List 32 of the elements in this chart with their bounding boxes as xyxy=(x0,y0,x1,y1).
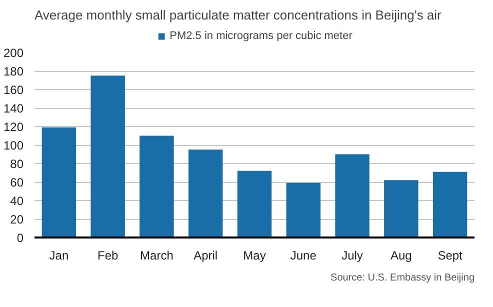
y-tick-label: 40 xyxy=(10,194,24,208)
y-tick-label: 160 xyxy=(3,83,24,97)
x-tick-label: June xyxy=(290,248,317,262)
y-tick-label: 100 xyxy=(3,138,24,152)
x-tick-label: Sept xyxy=(438,248,464,262)
bar xyxy=(42,127,76,238)
chart-title: Average monthly small particulate matter concentrations in Beijing's air xyxy=(34,8,442,22)
y-tick-label: 180 xyxy=(3,64,24,78)
x-tick-label: April xyxy=(194,248,218,262)
bar xyxy=(335,154,370,238)
y-tick-label: 0 xyxy=(16,231,24,245)
bar xyxy=(432,172,468,238)
source-note: Source: U.S. Embassy in Beijing xyxy=(330,272,475,284)
y-tick-label: 200 xyxy=(3,46,24,60)
bar xyxy=(286,182,320,238)
bar xyxy=(237,170,272,238)
x-tick-label: March xyxy=(140,248,174,262)
bar xyxy=(384,180,418,238)
y-tick-label: 140 xyxy=(3,102,24,116)
bar xyxy=(140,136,174,238)
x-tick-label: Jan xyxy=(49,248,69,262)
bar xyxy=(90,76,125,238)
bar xyxy=(188,150,223,238)
y-tick-label: 60 xyxy=(10,176,24,190)
y-tick-label: 20 xyxy=(10,212,24,226)
y-tick-label: 80 xyxy=(10,157,24,171)
legend-label: PM2.5 in micrograms per cubic meter xyxy=(170,30,352,42)
y-tick-label: 120 xyxy=(3,120,24,134)
x-tick-label: May xyxy=(243,248,266,262)
x-tick-label: Feb xyxy=(97,248,118,262)
x-tick-label: July xyxy=(342,248,363,262)
x-tick-label: Aug xyxy=(390,248,412,262)
